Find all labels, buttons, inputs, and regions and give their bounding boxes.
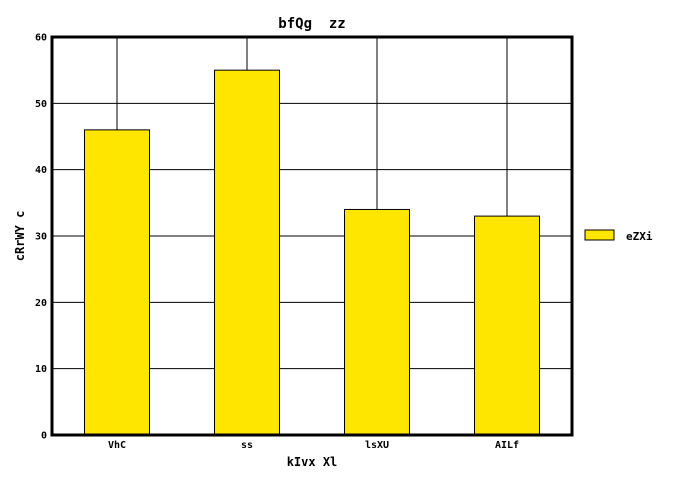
legend: eZXi xyxy=(584,229,653,243)
x-tick-label: lsXU xyxy=(365,440,389,451)
y-tick-label: 60 xyxy=(35,33,47,44)
y-tick-label: 20 xyxy=(35,298,47,309)
y-tick-label: 50 xyxy=(35,99,47,110)
legend-label: eZXi xyxy=(626,230,653,243)
bar xyxy=(344,208,410,436)
legend-swatch xyxy=(584,229,615,241)
bars xyxy=(84,69,540,436)
x-axis-label: kIvx Xl xyxy=(287,455,338,469)
bar xyxy=(214,69,280,436)
y-tick-label: 40 xyxy=(35,165,47,176)
x-tick-label: AILf xyxy=(495,440,519,451)
y-tick-labels: 0 10 20 30 40 50 60 xyxy=(35,33,47,442)
bar xyxy=(474,215,540,436)
y-tick-label: 30 xyxy=(35,232,47,243)
plot-frame xyxy=(50,35,574,437)
x-tick-label: VhC xyxy=(108,440,126,451)
y-axis-label: cRrWY c xyxy=(13,211,27,262)
x-tick-label: ss xyxy=(241,440,253,451)
chart-title: bfQg zz xyxy=(278,16,345,32)
y-tick-label: 0 xyxy=(41,431,47,442)
x-tick-labels: VhC ss lsXU AILf xyxy=(108,440,519,451)
bar xyxy=(84,129,150,436)
y-tick-label: 10 xyxy=(35,364,47,375)
